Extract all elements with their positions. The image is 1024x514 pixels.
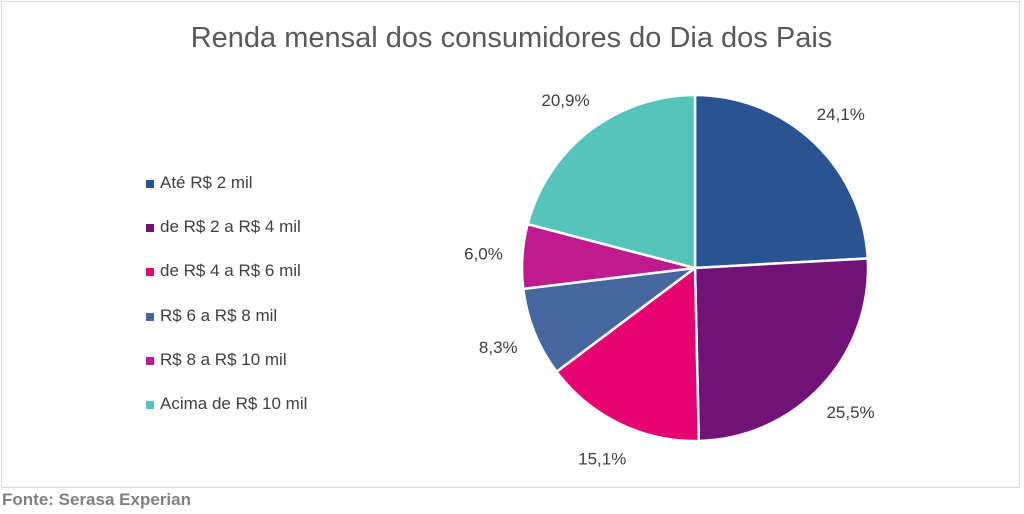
- chart-frame: Renda mensal dos consumidores do Dia dos…: [1, 1, 1020, 488]
- legend-item: de R$ 4 a R$ 6 mil: [146, 260, 307, 282]
- legend-item: de R$ 2 a R$ 4 mil: [146, 216, 307, 238]
- data-label: 15,1%: [578, 450, 626, 469]
- legend-swatch: [146, 312, 154, 321]
- legend-item: Acima de R$ 10 mil: [146, 393, 307, 415]
- legend-swatch: [146, 356, 154, 365]
- data-label: 20,9%: [541, 91, 589, 110]
- data-label: 25,5%: [826, 403, 874, 422]
- legend-swatch: [146, 400, 154, 409]
- pie-slice: [554, 265, 701, 443]
- pie-chart: 24,1% 25,5% 15,1% 8,3% 6,0% 20,9%: [464, 91, 875, 469]
- data-label: 8,3%: [479, 338, 518, 357]
- pie-slice: [693, 93, 870, 270]
- data-label: 6,0%: [464, 245, 503, 264]
- chart-title: Renda mensal dos consumidores do Dia dos…: [190, 22, 833, 54]
- legend-label: R$ 8 a R$ 10 mil: [160, 349, 287, 369]
- chart-legend: Até R$ 2 mil de R$ 2 a R$ 4 mil de R$ 4 …: [146, 172, 307, 437]
- legend-label: de R$ 4 a R$ 6 mil: [160, 261, 301, 281]
- legend-swatch: [146, 180, 154, 188]
- legend-item: R$ 6 a R$ 8 mil: [146, 305, 307, 327]
- pie-slice: [693, 257, 870, 443]
- legend-item: Até R$ 2 mil: [146, 172, 307, 194]
- legend-swatch: [146, 268, 154, 277]
- legend-label: R$ 6 a R$ 8 mil: [160, 305, 278, 325]
- legend-label: Acima de R$ 10 mil: [160, 393, 308, 413]
- pie-slice: [526, 93, 697, 270]
- source-note: Fonte: Serasa Experian: [2, 490, 191, 509]
- legend-item: R$ 8 a R$ 10 mil: [146, 349, 307, 371]
- legend-label: Até R$ 2 mil: [160, 173, 253, 192]
- legend-label: de R$ 2 a R$ 4 mil: [160, 217, 301, 237]
- legend-swatch: [146, 224, 154, 233]
- data-label: 24,1%: [817, 105, 865, 124]
- pie-slice: [521, 266, 700, 374]
